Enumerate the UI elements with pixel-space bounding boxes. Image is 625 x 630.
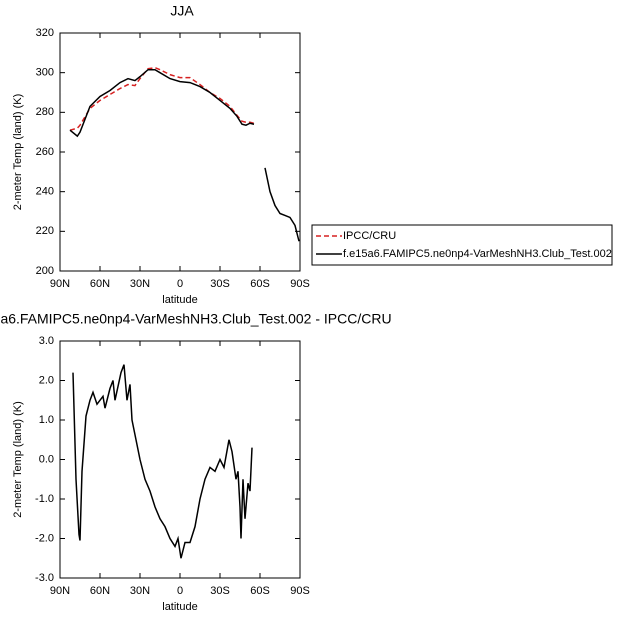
x-tick-label: 90S	[290, 278, 310, 290]
y-tick-label: 0.0	[39, 453, 54, 465]
chart-title: JJA	[170, 3, 194, 19]
chart-title: a6.FAMIPC5.ne0np4-VarMeshNH3.Club_Test.0…	[0, 311, 391, 327]
legend-label: IPCC/CRU	[343, 230, 396, 242]
x-tick-label: 90N	[50, 278, 70, 290]
y-tick-label: -1.0	[35, 493, 54, 505]
y-tick-label: 240	[36, 186, 54, 198]
plot-frame	[59, 340, 301, 579]
legend-box	[311, 224, 613, 266]
x-tick-label: 90S	[290, 585, 310, 597]
legend-label: f.e15a6.FAMIPC5.ne0np4-VarMeshNH3.Club_T…	[343, 248, 612, 260]
x-tick-label: 30S	[210, 278, 230, 290]
y-tick-label: 1.0	[39, 414, 54, 426]
y-tick-label: 300	[36, 67, 54, 79]
x-tick-label: 60S	[250, 585, 270, 597]
plot-frame	[59, 32, 301, 272]
y-tick-label: 320	[36, 27, 54, 39]
data-line	[69, 68, 300, 242]
y-tick-label: 200	[36, 265, 54, 277]
x-axis-label: latitude	[162, 601, 197, 613]
y-axis-label: 2-meter Temp (land) (K)	[12, 94, 24, 211]
y-tick-label: 3.0	[39, 335, 54, 347]
x-tick-label: 90N	[50, 585, 70, 597]
x-tick-label: 0	[177, 585, 183, 597]
y-axis-label: 2-meter Temp (land) (K)	[12, 401, 24, 518]
x-tick-label: 30N	[130, 278, 150, 290]
x-tick-label: 0	[177, 278, 183, 290]
data-line	[72, 364, 253, 559]
x-tick-label: 30S	[210, 585, 230, 597]
x-axis-label: latitude	[162, 294, 197, 306]
x-tick-label: 60N	[90, 278, 110, 290]
y-tick-label: 280	[36, 106, 54, 118]
y-tick-label: 2.0	[39, 374, 54, 386]
y-tick-label: -3.0	[35, 572, 54, 584]
y-tick-label: 260	[36, 146, 54, 158]
x-tick-label: 60N	[90, 585, 110, 597]
x-tick-label: 30N	[130, 585, 150, 597]
y-tick-label: 220	[36, 225, 54, 237]
y-tick-label: -2.0	[35, 532, 54, 544]
x-tick-label: 60S	[250, 278, 270, 290]
